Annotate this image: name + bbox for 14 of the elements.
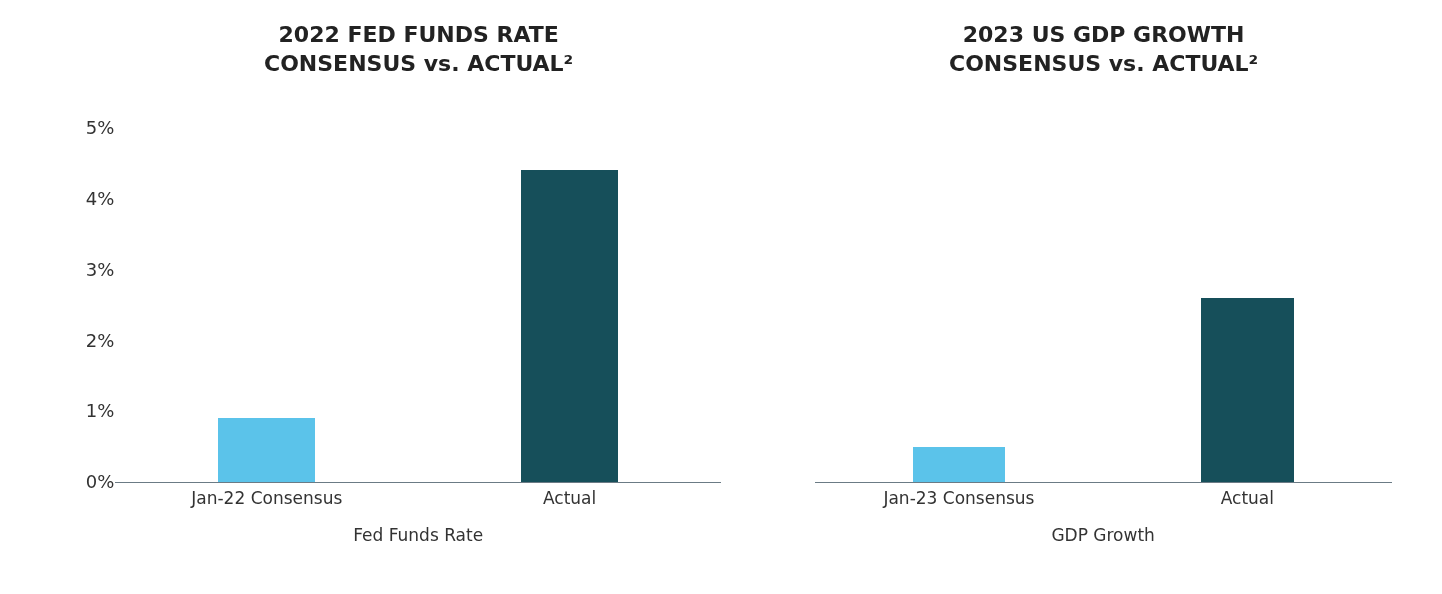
x-tick-label: Jan-22 Consensus <box>190 487 343 508</box>
x-tick-label: Actual <box>1220 487 1274 508</box>
chart-title: 2023 US GDP GROWTH CONSENSUS vs. ACTUAL² <box>949 22 1259 76</box>
y-tick-label: 3% <box>85 258 115 280</box>
y-tick-label: 1% <box>85 400 115 422</box>
y-tick-label: 2% <box>85 329 115 351</box>
y-tick-label: 4% <box>85 188 115 210</box>
x-tick-label: Jan-23 Consensus <box>882 487 1035 508</box>
x-axis-title: Fed Funds Rate <box>353 524 484 545</box>
x-tick-label: Actual <box>542 487 597 508</box>
y-tick-label: 0% <box>85 471 115 493</box>
x-axis-title: GDP Growth <box>1051 524 1155 545</box>
y-tick-label: 5% <box>85 117 115 139</box>
chart-title: 2022 FED FUNDS RATE CONSENSUS vs. ACTUAL² <box>264 22 574 76</box>
